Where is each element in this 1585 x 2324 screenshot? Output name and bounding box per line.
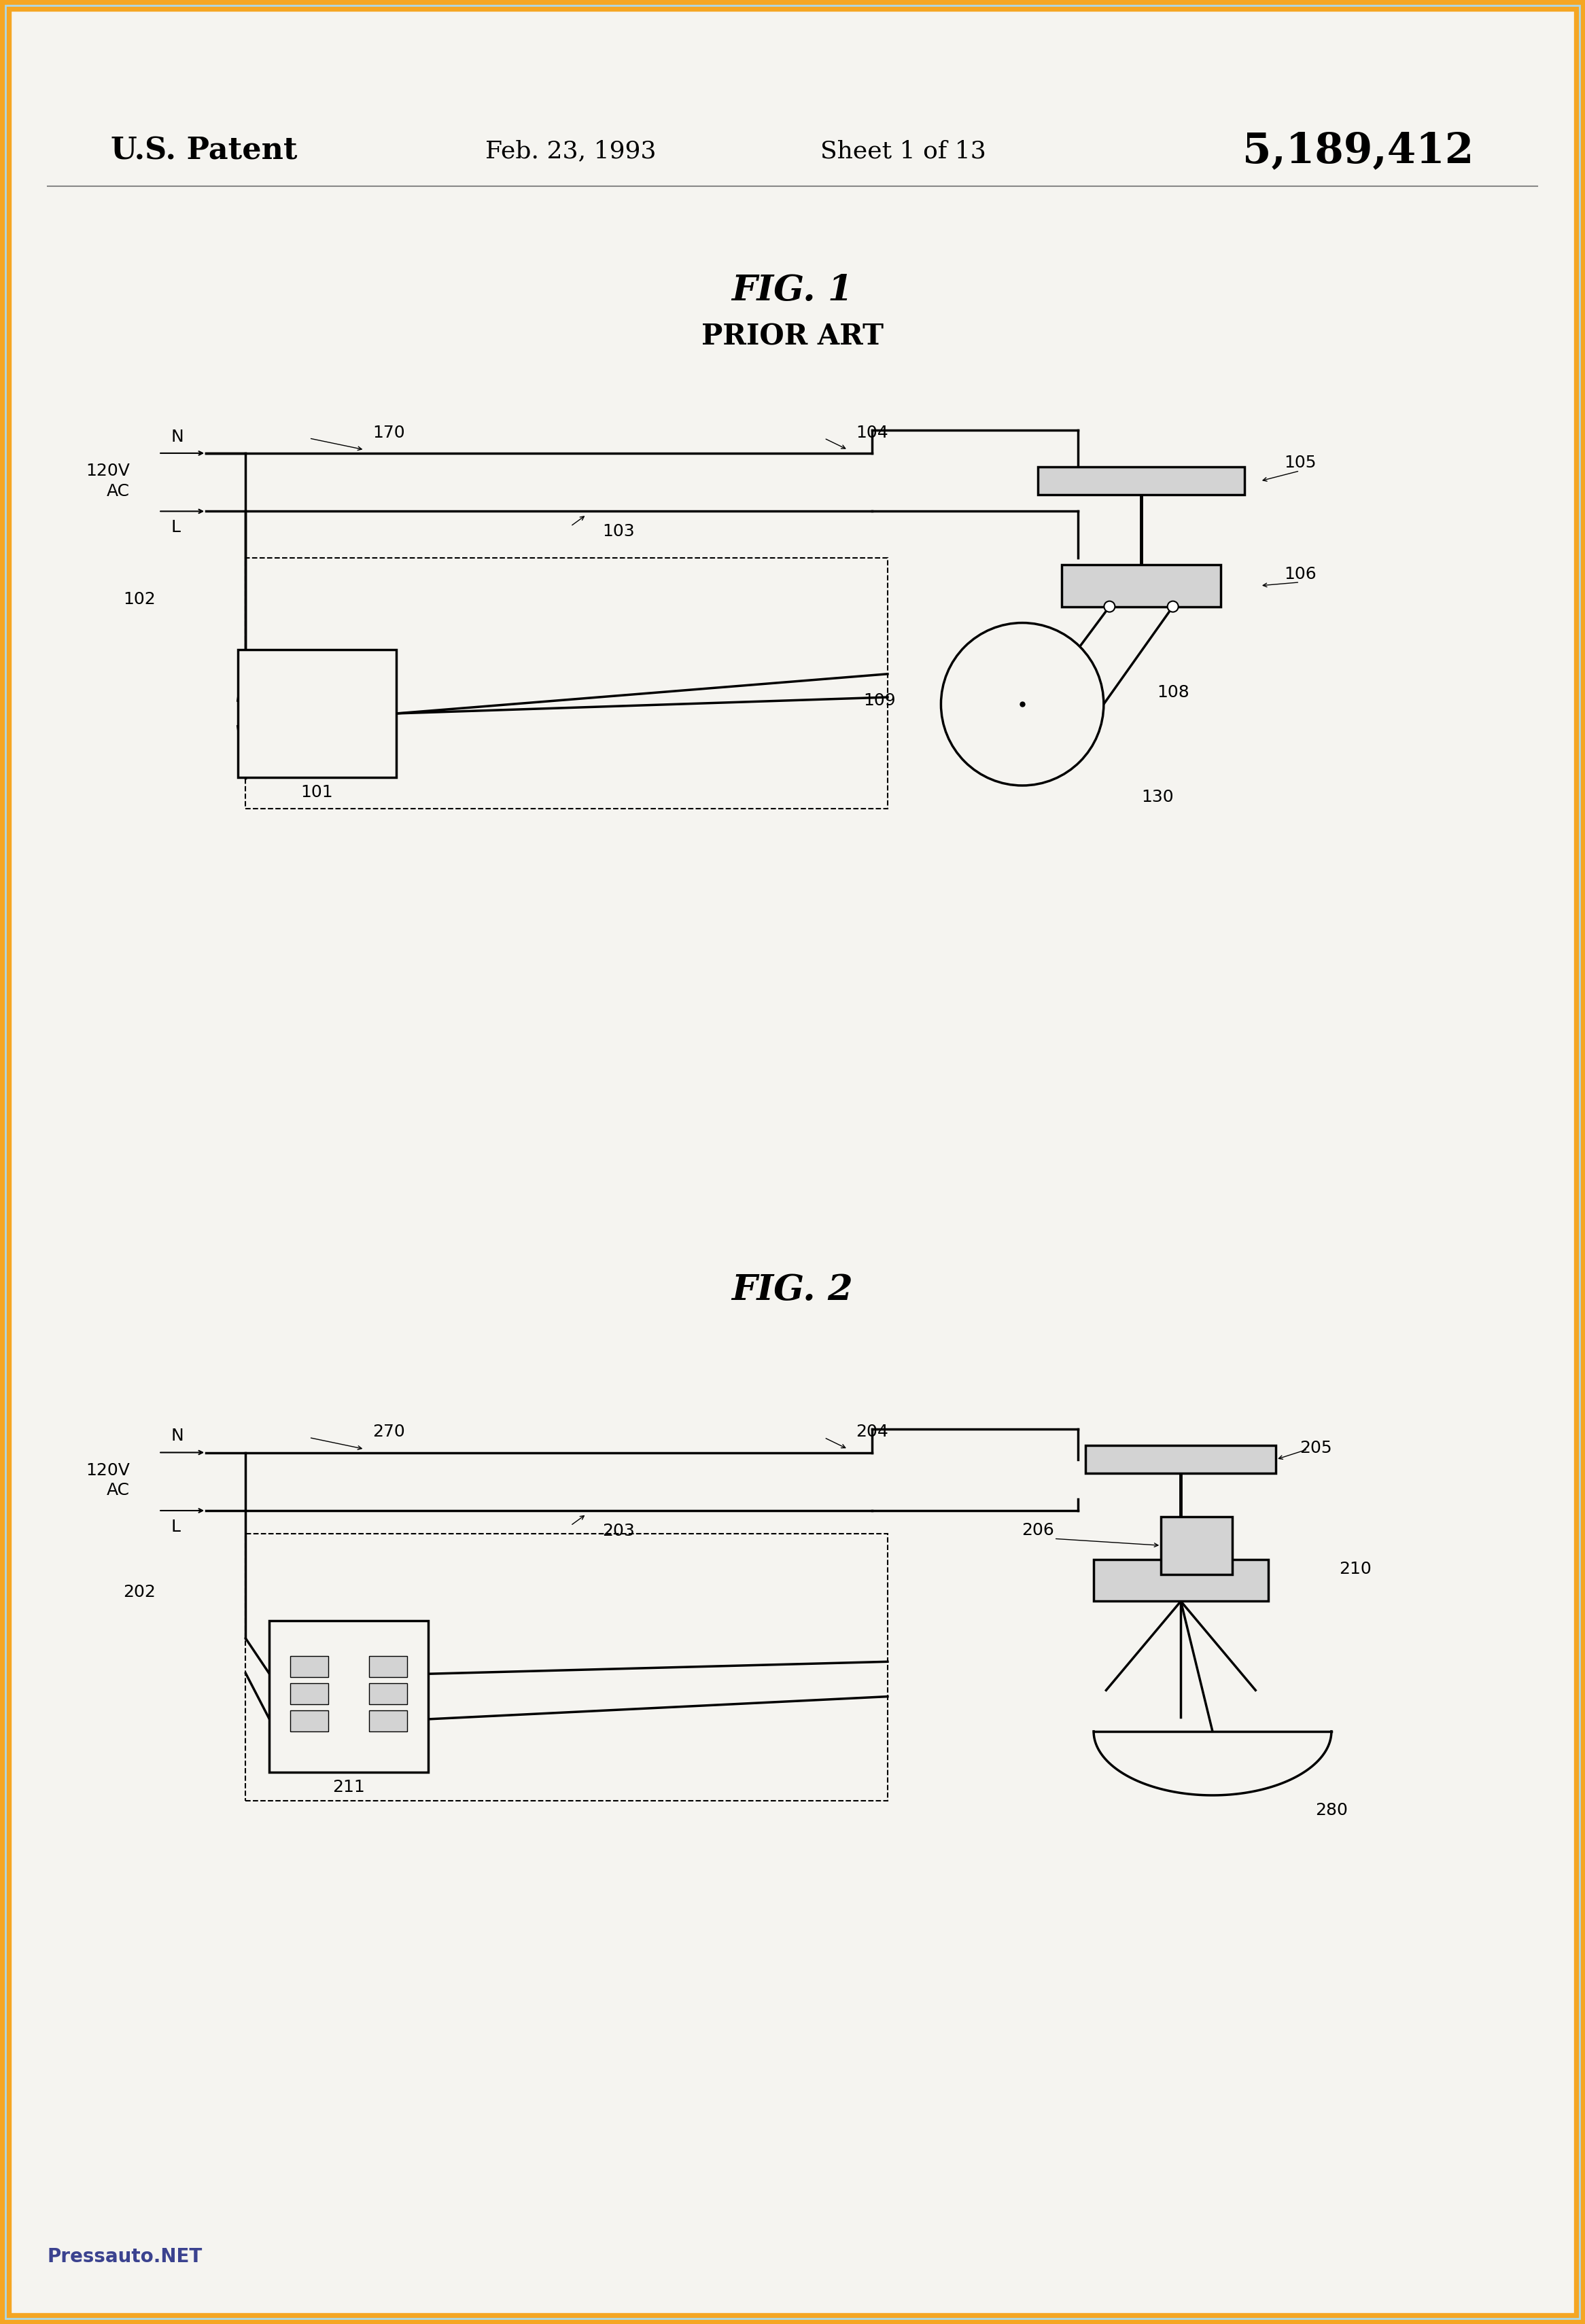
Text: 211: 211	[333, 1778, 365, 1794]
Text: 202: 202	[122, 1583, 155, 1601]
Text: 280: 280	[1316, 1801, 1349, 1817]
Text: L: L	[171, 521, 181, 537]
Text: FIG. 1: FIG. 1	[732, 274, 853, 307]
Bar	[369, 1710, 407, 1731]
Bar	[246, 1534, 888, 1801]
Text: 103: 103	[602, 523, 634, 539]
Text: 270: 270	[372, 1425, 404, 1441]
Text: 102: 102	[124, 590, 155, 609]
Bar	[290, 1683, 328, 1703]
Text: N: N	[171, 428, 184, 444]
Text: FIG. 2: FIG. 2	[732, 1274, 853, 1306]
Bar	[290, 1710, 328, 1731]
Text: 105: 105	[1284, 456, 1316, 472]
Circle shape	[1168, 602, 1178, 611]
Text: 205: 205	[1300, 1441, 1331, 1457]
Text: U.S. Patent: U.S. Patent	[111, 137, 298, 165]
Text: Sheet 1 of 13: Sheet 1 of 13	[821, 139, 986, 163]
Bar	[1094, 1559, 1268, 1601]
Text: 210: 210	[1339, 1562, 1371, 1578]
Text: 109: 109	[1141, 593, 1173, 609]
Bar	[369, 1683, 407, 1703]
Bar	[238, 651, 396, 776]
Bar	[269, 1620, 428, 1771]
Text: Pressauto.NET: Pressauto.NET	[48, 2247, 203, 2266]
Text: 120V
AC: 120V AC	[86, 1462, 130, 1499]
Text: Feb. 23, 1993: Feb. 23, 1993	[485, 139, 656, 163]
Bar	[1160, 1515, 1233, 1573]
Text: L: L	[171, 1520, 181, 1536]
Bar	[246, 558, 888, 809]
Text: 203: 203	[602, 1522, 634, 1538]
Text: 109: 109	[864, 693, 896, 709]
Text: N: N	[171, 1427, 184, 1443]
Text: 108: 108	[1157, 686, 1189, 702]
Bar	[369, 1655, 407, 1678]
Text: 120V
AC: 120V AC	[86, 462, 130, 500]
Text: 104: 104	[856, 425, 888, 442]
Bar	[1086, 1446, 1276, 1473]
Text: 5,189,412: 5,189,412	[1243, 130, 1474, 172]
Text: 106: 106	[1284, 567, 1316, 583]
Text: 130: 130	[1141, 788, 1173, 804]
Bar	[1062, 565, 1220, 607]
Bar	[1038, 467, 1244, 495]
Circle shape	[1105, 602, 1114, 611]
Bar	[290, 1655, 328, 1678]
Text: 101: 101	[301, 783, 333, 799]
Circle shape	[941, 623, 1103, 786]
Text: PRIOR ART: PRIOR ART	[702, 323, 883, 351]
Text: 170: 170	[372, 425, 404, 442]
Text: 204: 204	[856, 1425, 889, 1441]
Text: 206: 206	[1021, 1522, 1054, 1538]
